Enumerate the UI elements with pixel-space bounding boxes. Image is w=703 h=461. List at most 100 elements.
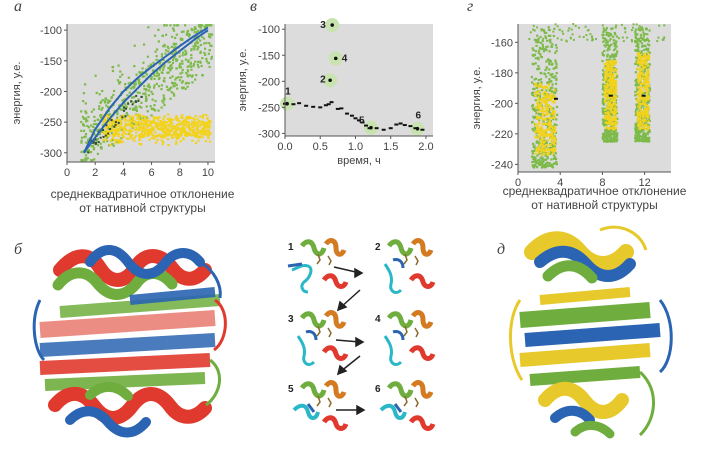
data-point-green	[537, 112, 541, 115]
data-point-yellow	[611, 63, 614, 66]
data-point-green	[616, 138, 619, 141]
data-point-green	[610, 27, 614, 30]
data-point-yellow	[608, 92, 612, 95]
data-point-green	[101, 124, 104, 127]
point-label: 4	[342, 53, 348, 64]
data-point-yellow	[538, 120, 541, 124]
key-point	[415, 126, 420, 131]
chain-blue	[305, 330, 318, 341]
point-label: 5	[359, 116, 365, 127]
data-point-green	[122, 107, 126, 110]
trace-point	[318, 106, 323, 109]
data-point-yellow	[646, 104, 649, 108]
data-point-green	[127, 76, 130, 79]
data-point-yellow	[104, 126, 108, 129]
data-point-yellow	[609, 83, 612, 86]
data-point-green	[162, 101, 165, 104]
data-point-yellow	[201, 115, 204, 119]
y-axis-label: энергия, у.е.	[11, 62, 23, 125]
data-point-green	[582, 36, 585, 39]
data-point-green	[179, 62, 182, 65]
data-point-yellow	[147, 117, 150, 120]
data-point-dark	[123, 109, 126, 112]
data-point-green	[147, 26, 150, 29]
data-point-green	[634, 94, 637, 97]
data-point-green	[542, 159, 545, 162]
data-point-green	[136, 123, 139, 126]
data-point-yellow	[538, 92, 541, 96]
data-point-green	[647, 140, 651, 143]
data-point-green	[603, 44, 606, 47]
data-point-yellow	[104, 115, 107, 118]
data-point-green	[537, 142, 540, 145]
y-tick-label: -200	[491, 98, 513, 110]
data-point-green	[172, 42, 175, 45]
data-point-green	[607, 47, 610, 50]
xaxis-caption-a-line1: среднеквадратичное отклонение	[50, 187, 235, 201]
helix-green	[299, 311, 327, 329]
data-point-green	[601, 69, 605, 72]
data-point-green	[145, 116, 148, 119]
data-point-green	[615, 134, 619, 137]
data-point-green	[533, 107, 536, 110]
data-point-green	[547, 71, 550, 75]
data-point-yellow	[540, 149, 543, 152]
data-point-green	[173, 24, 176, 27]
data-point-green	[90, 130, 93, 133]
data-point-yellow	[614, 123, 617, 126]
data-point-green	[539, 156, 542, 159]
data-point-green	[186, 69, 189, 72]
data-point-green	[544, 164, 548, 167]
data-point-green	[605, 41, 608, 44]
data-point-yellow	[545, 85, 548, 89]
data-point-yellow	[611, 82, 615, 85]
data-point-green	[640, 33, 643, 36]
data-point-green	[542, 50, 546, 53]
data-point-green	[608, 135, 611, 138]
data-point-yellow	[133, 136, 136, 139]
data-point-yellow	[542, 118, 546, 121]
data-point-green	[565, 39, 568, 42]
data-point-yellow	[543, 133, 546, 136]
data-point-yellow	[644, 63, 647, 66]
data-point-green	[533, 149, 536, 153]
data-point-green	[174, 36, 177, 40]
data-point-green	[80, 129, 83, 132]
data-point-green	[605, 80, 608, 83]
data-point-yellow	[544, 110, 547, 113]
data-point-yellow	[606, 66, 609, 69]
data-point-green	[640, 101, 643, 104]
data-point-green	[545, 60, 548, 63]
data-point-yellow	[203, 130, 206, 133]
data-point-yellow	[122, 115, 125, 118]
data-point-green	[637, 106, 640, 109]
data-point-yellow	[207, 136, 210, 139]
data-point-green	[162, 66, 165, 69]
data-point-yellow	[609, 114, 612, 118]
data-point-green	[98, 105, 101, 108]
data-point-yellow	[643, 126, 646, 130]
data-point-yellow	[143, 130, 146, 133]
data-point-green	[537, 162, 540, 165]
data-point-green	[612, 42, 615, 45]
data-point-yellow	[607, 111, 610, 114]
data-point-yellow	[609, 119, 612, 122]
data-point-yellow	[637, 101, 640, 104]
data-point-yellow	[534, 124, 537, 127]
data-point-green	[127, 82, 130, 85]
data-point-green	[96, 144, 100, 147]
data-point-dark	[130, 100, 133, 103]
data-point-green	[543, 31, 546, 35]
data-point-yellow	[554, 148, 557, 151]
data-point-green	[103, 130, 107, 133]
data-point-yellow	[114, 141, 117, 145]
data-point-green	[615, 24, 618, 27]
data-point-yellow	[606, 102, 610, 105]
data-point-yellow	[612, 125, 615, 128]
data-point-green	[156, 48, 159, 51]
data-point-yellow	[105, 132, 108, 135]
data-point-green	[532, 129, 535, 132]
data-point-yellow	[540, 142, 543, 145]
y-tick-label: -200	[258, 76, 280, 88]
data-point-yellow	[171, 122, 174, 125]
